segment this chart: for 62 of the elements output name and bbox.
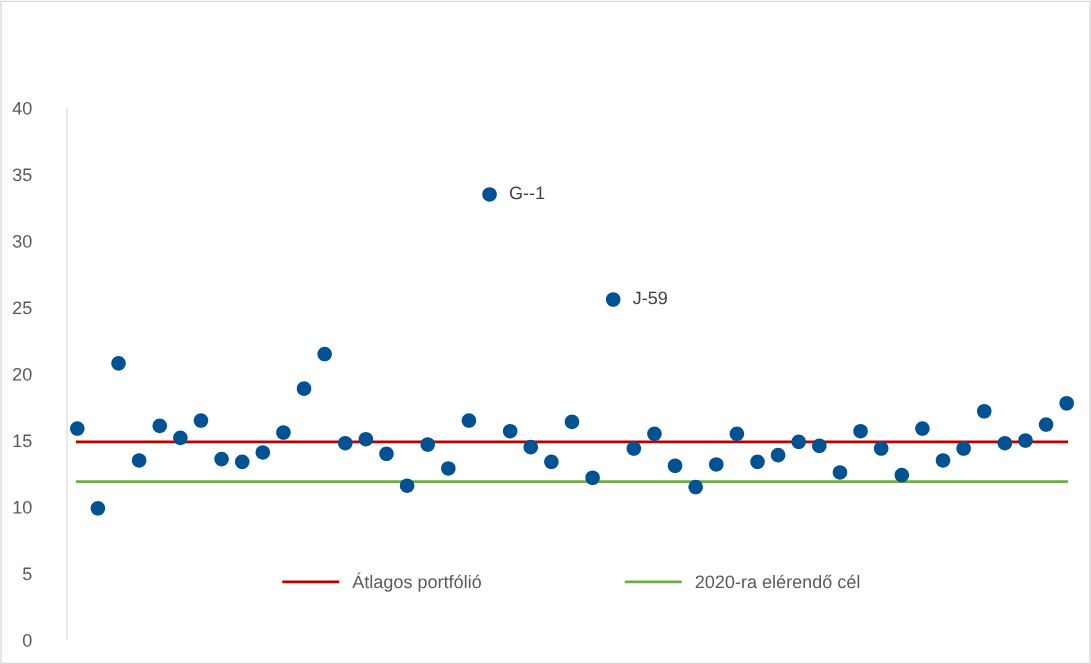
data-label: G--1 [509, 186, 545, 200]
point [1038, 417, 1054, 432]
point [832, 465, 848, 480]
point [956, 441, 971, 456]
point [812, 438, 827, 454]
y-tick-label: 10 [13, 500, 32, 514]
point [317, 346, 332, 362]
point [935, 453, 951, 468]
point [626, 441, 642, 456]
point [915, 421, 930, 436]
y-tick-label: 20 [13, 367, 32, 381]
point [894, 467, 910, 483]
point [379, 446, 394, 462]
point [523, 439, 539, 455]
point [441, 461, 456, 476]
point [70, 421, 85, 436]
point [544, 454, 559, 470]
point [173, 430, 188, 446]
point [873, 441, 889, 456]
point [1059, 395, 1074, 411]
legend-label: 2020-ra elérendő cél [695, 574, 860, 589]
point [337, 435, 353, 451]
point [152, 418, 168, 434]
y-tick-label: 35 [12, 168, 32, 182]
point [750, 454, 765, 470]
point [976, 403, 992, 419]
point [667, 458, 683, 474]
point [90, 501, 106, 516]
point [296, 381, 312, 396]
y-tick-label: 25 [13, 301, 32, 315]
point [605, 292, 621, 307]
point [729, 426, 745, 442]
y-tick-label: 30 [12, 234, 32, 248]
point [997, 435, 1013, 451]
point [461, 413, 477, 428]
legend-label: Átlagos portfólió [352, 572, 481, 592]
point [255, 445, 271, 460]
point [1018, 433, 1033, 448]
data-label: J-59 [632, 291, 667, 305]
point [399, 478, 415, 493]
point [709, 457, 724, 472]
point [853, 423, 868, 439]
point [358, 431, 374, 447]
point [193, 413, 209, 428]
point [564, 414, 580, 430]
point [234, 454, 250, 470]
point [276, 425, 291, 440]
y-tick-label: 15 [13, 434, 32, 448]
point [131, 453, 147, 468]
point [770, 447, 786, 463]
point [482, 187, 497, 202]
point [111, 356, 126, 371]
y-tick-label: 0 [22, 633, 32, 647]
point [214, 451, 229, 467]
point [688, 479, 703, 495]
point [647, 426, 662, 442]
point [420, 437, 435, 452]
point [502, 423, 518, 439]
point [791, 434, 807, 450]
y-tick-label: 5 [22, 567, 32, 581]
point [585, 470, 600, 486]
y-tick-label: 40 [12, 101, 32, 115]
